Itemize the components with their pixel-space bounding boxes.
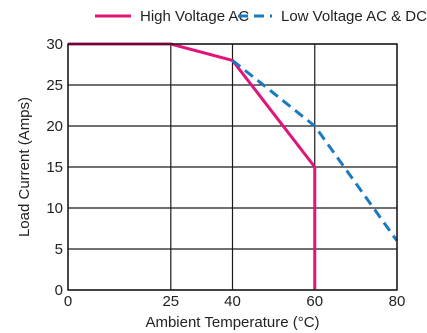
y-tick-label-25: 25 xyxy=(46,77,63,94)
x-tick-label-80: 80 xyxy=(389,293,406,310)
x-tick-label-0: 0 xyxy=(64,293,72,310)
y-tick-label-5: 5 xyxy=(55,241,63,258)
y-tick-labels: 0 5 10 15 20 25 30 xyxy=(46,36,63,299)
y-tick-label-0: 0 xyxy=(55,282,63,299)
y-tick-label-30: 30 xyxy=(46,36,63,53)
x-tick-label-60: 60 xyxy=(306,293,323,310)
x-tick-labels: 0 25 40 60 80 xyxy=(64,293,406,310)
plot-frame xyxy=(67,43,398,291)
y-tick-label-20: 20 xyxy=(46,118,63,135)
legend-label-low-voltage-ac-dc: Low Voltage AC & DC xyxy=(281,8,427,25)
y-tick-label-15: 15 xyxy=(46,159,63,176)
x-axis-label: Ambient Temperature (°C) xyxy=(145,314,319,331)
y-tick-label-10: 10 xyxy=(46,200,63,217)
series-line-1 xyxy=(231,59,399,242)
legend-label-high-voltage-ac: High Voltage AC xyxy=(140,8,249,25)
legend: High Voltage AC Low Voltage AC & DC xyxy=(95,8,427,25)
x-tick-label-25: 25 xyxy=(162,293,179,310)
y-axis-label: Load Current (Amps) xyxy=(16,97,33,237)
grid xyxy=(67,43,398,291)
x-tick-label-40: 40 xyxy=(224,293,241,310)
